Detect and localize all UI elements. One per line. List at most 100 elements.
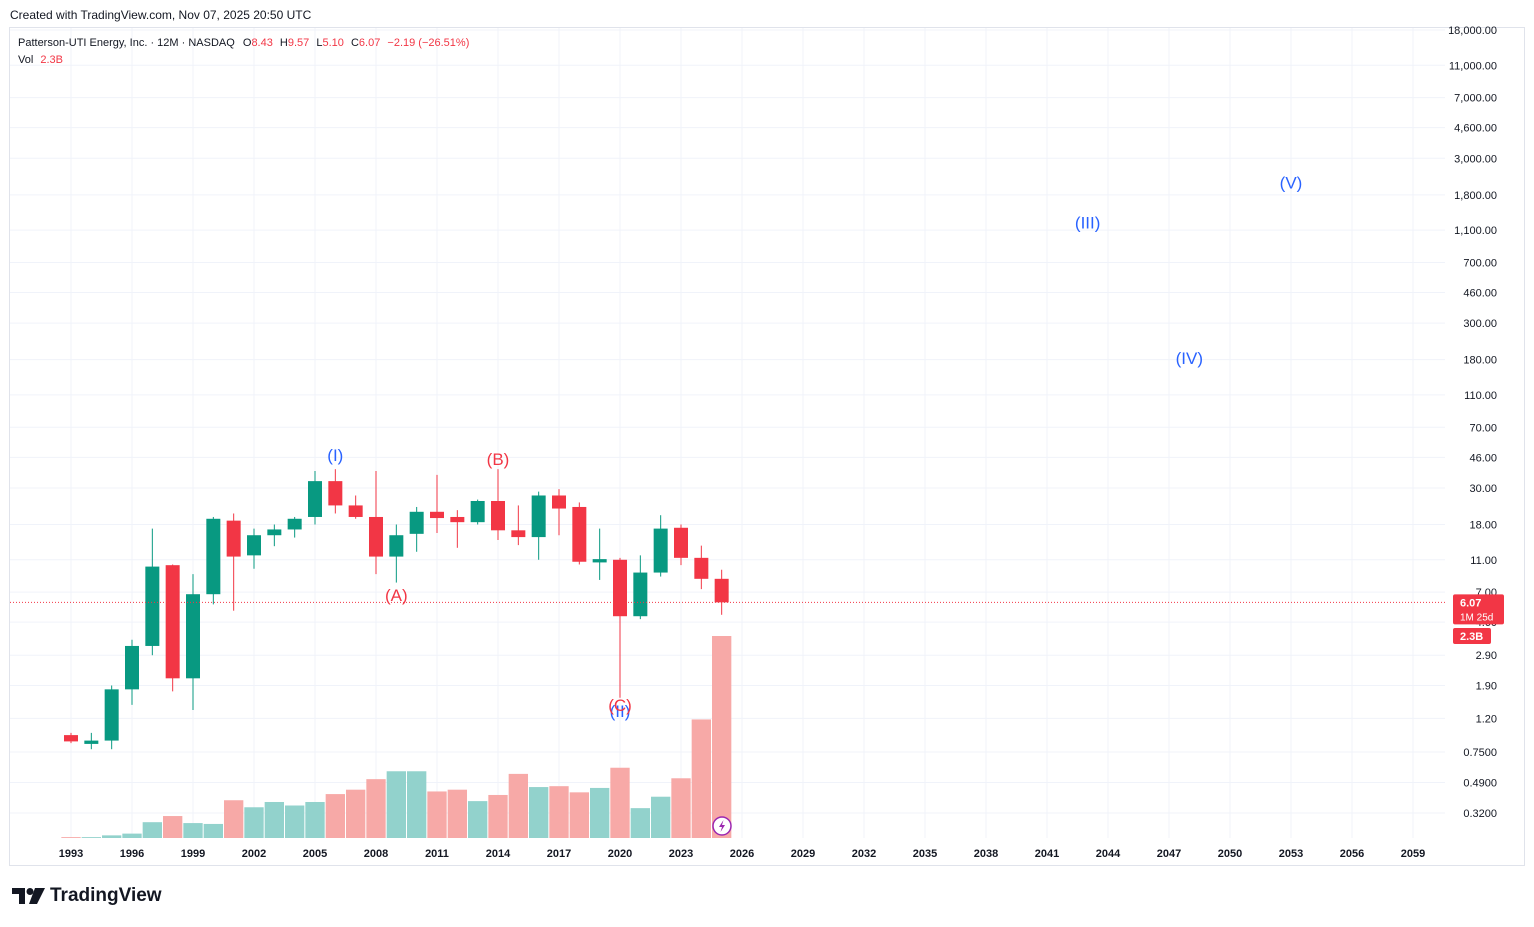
candle[interactable] [674,524,688,566]
candle[interactable] [491,469,505,540]
candle-body [84,740,99,744]
candle[interactable] [714,569,729,615]
candle[interactable] [592,528,607,580]
price-axis-label: 1.20 [1476,713,1497,725]
volume-bar [183,823,203,838]
candle-body [206,518,221,595]
candle[interactable] [145,528,160,656]
candle[interactable] [247,528,261,569]
candle[interactable] [226,513,241,611]
candle[interactable] [165,564,180,692]
wave-label: (V) [1280,173,1303,192]
price-axis-label: 0.4900 [1463,777,1497,789]
candle[interactable] [511,505,526,546]
legend: Patterson-UTI Energy, Inc. · 12M · NASDA… [18,35,469,69]
candle[interactable] [653,515,668,577]
price-badges: 6.07 1M 25d 2.3B [1453,594,1504,644]
legend-close-label: C [350,37,359,49]
price-axis-label: 300.00 [1463,318,1497,330]
candle-body [186,594,200,679]
candle[interactable] [104,685,119,750]
candle-body [247,535,261,556]
legend-high-value: 9.57 [287,37,310,49]
volume-bar [407,771,427,838]
lightning-icon[interactable] [712,816,732,836]
candle[interactable] [430,474,444,533]
price-axis-label: 7,000.00 [1454,93,1497,105]
time-axis-label: 2047 [1157,848,1181,860]
legend-low-value: 5.10 [322,37,344,49]
price-axis-label: 3,000.00 [1454,153,1497,165]
tradingview-logo[interactable]: TradingView [12,885,162,907]
legend-low-label: L [316,37,323,49]
volume-bar [163,816,183,838]
volume-bar [346,789,366,838]
volume-bar [468,801,488,838]
candle[interactable] [308,471,322,525]
candle[interactable] [450,510,465,548]
candle[interactable] [552,489,566,536]
candle[interactable] [531,491,546,560]
candle[interactable] [206,516,221,605]
lightning-icon-bolt [719,820,725,832]
candle[interactable] [267,524,282,547]
candle-body [694,557,709,579]
last-price-badge-countdown: 1M 25d [1460,612,1493,623]
legend-change: −2.19 (−26.51%) [387,37,470,49]
volume-bar [224,800,244,838]
price-axis-label: 180.00 [1463,355,1497,367]
candle[interactable] [186,574,200,710]
candle-body [328,481,343,506]
candle[interactable] [389,524,404,583]
time-axis-label: 1993 [59,848,83,860]
candle[interactable] [328,469,343,514]
candle[interactable] [64,732,78,744]
volume-bar [447,789,467,838]
tradingview-logo-icon [12,888,45,904]
price-axis-label: 0.7500 [1463,747,1497,759]
candle[interactable] [125,639,139,705]
volume-bar [427,791,447,838]
candle[interactable] [572,502,587,565]
candle-body [531,495,546,538]
volume-bar [203,823,223,838]
price-axis-label: 0.3200 [1463,808,1497,820]
candle[interactable] [348,495,363,519]
volume-bar [529,787,549,838]
time-axis-label: 2044 [1096,848,1121,860]
candle[interactable] [369,471,383,575]
candle-body [125,645,139,690]
candle[interactable] [633,555,648,620]
time-axis-label: 2038 [974,848,998,860]
legend-ohlc-row: Patterson-UTI Energy, Inc. · 12M · NASDA… [18,35,469,52]
candle-body [633,572,648,617]
volume-bar [569,792,589,838]
price-axis-label: 1.90 [1476,680,1497,692]
time-axis-label: 1999 [181,848,205,860]
candle-body [674,527,688,558]
wave-label: (II) [610,702,631,721]
legend-symbol: Patterson-UTI Energy, Inc. · 12M · NASDA… [18,37,235,49]
wave-label: (A) [385,586,408,605]
volume-bar [264,801,284,838]
candle-body [348,505,363,517]
time-axis-label: 2002 [242,848,266,860]
candle[interactable] [613,557,627,698]
price-axis-label: 700.00 [1463,257,1497,269]
wave-labels: (I) (II) (III) (IV) (V) (A) (B) (C) [327,173,1303,836]
candle[interactable] [470,499,485,525]
price-axis-label: 70.00 [1469,422,1497,434]
candle[interactable] [287,516,302,538]
wave-label: (I) [327,446,343,465]
legend-open-label: O [242,37,252,49]
candle[interactable] [84,732,99,750]
time-axis-label: 1996 [120,848,144,860]
candle[interactable] [409,506,424,552]
volume-bar [244,807,264,838]
candle[interactable] [694,545,709,590]
volume-bar [386,771,406,838]
candle-body [226,520,241,557]
candle-body [592,559,607,563]
chart-frame [9,27,1525,866]
